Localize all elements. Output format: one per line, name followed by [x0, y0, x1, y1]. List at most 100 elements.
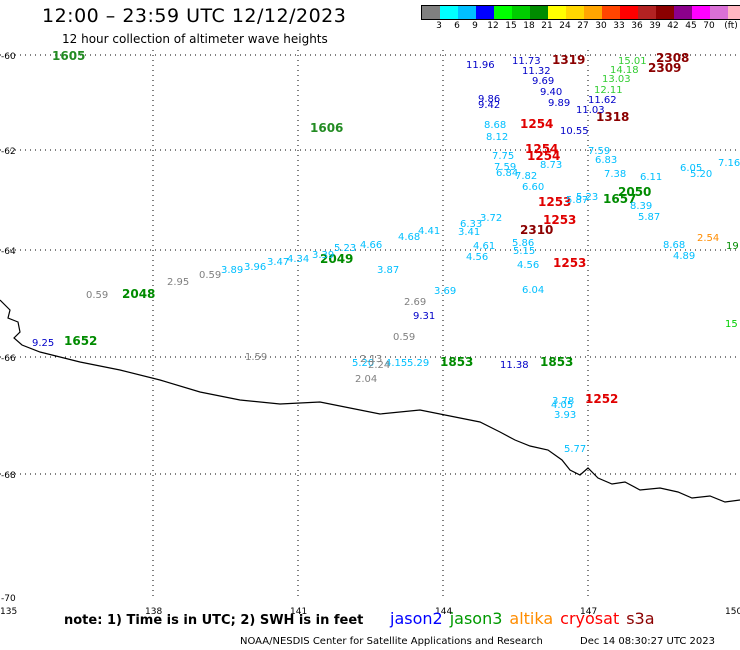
wave-height-label: 9.40	[540, 87, 562, 98]
pass-time-label: 1652	[64, 334, 97, 348]
pass-time-label: 2050	[618, 185, 651, 199]
latitude-label: -70	[1, 594, 16, 604]
legend-label: 33	[613, 21, 625, 31]
legend-label: (ft)	[724, 21, 738, 31]
latitude-label: -68	[1, 471, 16, 481]
latitude-label: -62	[1, 147, 16, 157]
wave-height-label: 5.29	[407, 358, 429, 369]
wave-height-label: 15	[725, 319, 738, 330]
wave-height-label: 9.69	[532, 76, 554, 87]
wave-height-label: 7.59	[494, 162, 516, 173]
wave-height-label: 2.69	[404, 297, 426, 308]
wave-height-label: 3.89	[221, 265, 243, 276]
legend-swatch	[692, 6, 710, 19]
legend-label: 24	[559, 21, 571, 31]
wave-height-label: 9.25	[32, 338, 54, 349]
wave-height-label: 5.20	[352, 358, 374, 369]
latitude-label: -60	[1, 52, 16, 62]
wave-height-label: 14.18	[610, 65, 639, 76]
longitude-label: 147	[580, 607, 597, 617]
legend-label: 36	[631, 21, 643, 31]
wave-height-label: 3.41	[458, 227, 480, 238]
legend-label: 9	[472, 21, 478, 31]
wave-height-label: 8.68	[484, 120, 506, 131]
legend-label: 3	[436, 21, 442, 31]
antarctic-coastline	[0, 299, 740, 503]
wave-height-label: 6.05	[680, 163, 702, 174]
longitude-label: 135	[0, 607, 17, 617]
wave-height-label: 3.47	[267, 257, 289, 268]
longitude-label: 144	[435, 607, 452, 617]
legend-swatch	[566, 6, 584, 19]
wave-height-label: 2.95	[167, 277, 189, 288]
pass-time-label: 1606	[310, 121, 343, 135]
wave-height-label: 12.11	[594, 85, 623, 96]
legend-label: 21	[541, 21, 553, 31]
wave-height-label: 3.39	[312, 250, 334, 261]
wave-height-label: 6.04	[522, 285, 544, 296]
pass-time-label: 1319	[552, 53, 585, 67]
satellite-legend: jason2 jason3 altika cryosat s3a	[390, 609, 662, 628]
legend-swatch	[422, 6, 440, 19]
longitude-label: 150	[725, 607, 740, 617]
wave-height-label: 11.62	[588, 95, 617, 106]
wave-height-label: 9.31	[413, 311, 435, 322]
wave-height-label: 3.78	[552, 396, 574, 407]
wave-height-label: 7.38	[604, 169, 626, 180]
wave-height-label: 7.59	[588, 146, 610, 157]
wave-height-label: 15.01	[618, 56, 647, 67]
wave-height-label: 4.15	[385, 358, 407, 369]
wave-height-label: 8.73	[540, 160, 562, 171]
wave-height-label: 8.12	[486, 132, 508, 143]
legend-swatch	[620, 6, 638, 19]
wave-height-label: 4.66	[360, 240, 382, 251]
wave-height-label: 6.33	[460, 219, 482, 230]
wave-height-label: 7.82	[515, 171, 537, 182]
satellite-s3a: s3a	[626, 609, 655, 628]
legend-swatch	[728, 6, 740, 19]
wave-height-label: 0.59	[86, 290, 108, 301]
wave-height-label: 3.93	[554, 410, 576, 421]
pass-time-label: 1853	[540, 355, 573, 369]
legend-swatch	[656, 6, 674, 19]
wave-height-label: 2.13	[360, 354, 382, 365]
pass-time-label: 1253	[538, 195, 571, 209]
pass-time-label: 2308	[656, 51, 689, 65]
wave-height-label: 10.55	[560, 126, 589, 137]
wave-height-label: 11.96	[466, 60, 495, 71]
wave-height-label: 3.69	[434, 286, 456, 297]
pass-time-label: 1253	[543, 213, 576, 227]
wave-height-label: 11.32	[522, 66, 551, 77]
legend-label: 6	[454, 21, 460, 31]
satellite-jason3: jason3	[449, 609, 503, 628]
color-scale-legend	[421, 5, 740, 20]
wave-height-label: 2.24	[368, 360, 390, 371]
footer-credit: NOAA/NESDIS Center for Satellite Applica…	[240, 636, 543, 647]
wave-height-label: 5.87	[566, 195, 588, 206]
wave-height-observations: 1605 1606 1657 1652 2049 2048 2050 1853 1853 1319…	[32, 49, 740, 455]
latitude-label: -66	[1, 354, 16, 364]
wave-height-label: 11.38	[500, 360, 529, 371]
axis-labels: -60 -62 -64 -66 -68 -70 135 138 141 144 147 150	[0, 52, 740, 617]
legend-swatch	[548, 6, 566, 19]
wave-height-label: 6.60	[522, 182, 544, 193]
legend-label: 39	[649, 21, 661, 31]
pass-time-label: 1605	[52, 49, 85, 63]
map-subtitle: 12 hour collection of altimeter wave hei…	[62, 32, 328, 46]
legend-swatch	[710, 6, 728, 19]
wave-height-label: 6.11	[640, 172, 662, 183]
wave-height-label: 4.34	[287, 254, 309, 265]
longitude-label: 138	[145, 607, 162, 617]
pass-time-label: 1254	[525, 142, 558, 156]
wave-height-label: 13.03	[602, 74, 631, 85]
footer-timestamp: Dec 14 08:30:27 UTC 2023	[580, 636, 715, 647]
legend-swatch	[584, 6, 602, 19]
wave-height-label: 6.84	[496, 168, 518, 179]
wave-height-label: 11.73	[512, 56, 541, 67]
wave-height-label: 9.86	[478, 94, 500, 105]
latitude-label: -64	[1, 247, 16, 257]
legend-swatch	[602, 6, 620, 19]
wave-height-label: 9.89	[548, 98, 570, 109]
wave-height-label: 11.03	[576, 105, 605, 116]
